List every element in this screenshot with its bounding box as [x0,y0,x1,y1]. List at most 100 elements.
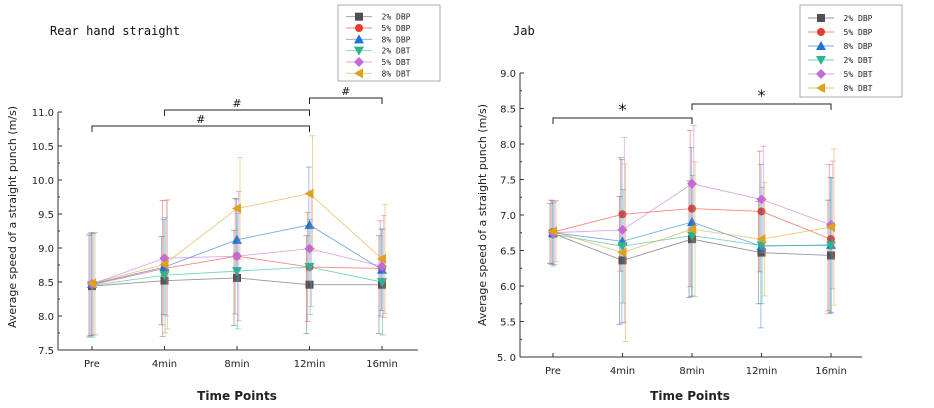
jab-x-tick-label: Pre [545,366,561,377]
rear-hand-yaxis-title: Average speed of a straight punch (m/s) [6,106,19,328]
jab-data-point [687,224,696,235]
jab-legend-label: 8% DBP [844,42,873,51]
jab-data-point [756,241,767,251]
rear-hand-data-point [377,253,386,264]
jab-legend-marker [817,28,825,36]
rear-hand-y-tick-label: 7.5 [38,346,54,357]
rear-hand-legend-marker [355,24,363,32]
rear-hand-legend-label: 8% DBT [382,69,411,78]
rear-hand-y-tick-label: 9.5 [38,210,54,221]
rear-hand-legend-marker [354,57,364,67]
jab-yaxis-title: Average speed of a straight punch (m/s) [476,104,489,326]
jab-legend-label: 2% DBT [844,56,873,65]
rear-hand-data-point [305,280,314,289]
jab-significance-bracket [691,103,832,110]
rear-hand-data-point [232,267,242,277]
rear-hand-x-tick-label: 4min [152,359,177,370]
jab-x-tick-label: 16min [815,366,847,377]
jab-data-point [617,224,628,235]
rear-hand-legend-marker [355,12,363,21]
jab-plot: 5. 0 5.5 6.0 6.5 7.0 7.5 8.0 8.5 9.0 Pre 4min 8min 1… [497,4,903,377]
jab-title: Jab [513,24,535,38]
rear-hand-significance-bracket [309,97,383,104]
jab-data-point [548,226,557,237]
jab-significance-label: * [619,100,627,119]
jab-data-point [617,247,627,258]
rear-hand-legend-label: 5% DBT [382,58,411,67]
rear-hand-xaxis-title: Time Points [197,389,277,403]
jab-y-tick-label: 7.5 [500,176,516,187]
jab-data-point [756,234,766,245]
rear-hand-y-tick-label: 9.0 [38,244,54,255]
jab-data-point [687,231,697,241]
rear-hand-y-tick-label: 10.0 [32,176,54,187]
jab-legend-marker [817,14,825,22]
rear-hand-x-tick-label: Pre [84,359,100,370]
rear-hand-data-point [159,259,169,270]
rear-hand-data-point [304,219,315,229]
rear-hand-y-tick-label: 11.0 [32,108,54,119]
rear-hand-x-tick-label: 16min [366,359,398,370]
rear-hand-x-tick-label: 12min [294,359,326,370]
jab-x-tick-label: 12min [746,366,778,377]
rear-hand-significance-bracket [164,109,310,116]
rear-hand-legend-label: 5% DBP [382,24,411,33]
jab-x-tick-label: 8min [679,366,704,377]
rear-hand-data-point [232,203,241,214]
rear-hand-data-point [233,273,241,282]
rear-hand-series-3 [87,212,387,338]
jab-series-3 [548,174,836,314]
rear-hand-significance-label: # [341,85,350,98]
rear-hand-legend-marker [354,34,364,44]
jab-series-5 [548,148,837,342]
rear-hand-plot: 7.5 8.0 8.5 9.0 9.5 10.0 10.5 11.0 Pre 4min 8min 12… [32,4,441,370]
rear-hand-data-point [160,276,169,285]
jab-significance-bracket [552,117,693,124]
jab-y-tick-label: 9.0 [500,69,516,80]
jab-y-tick-label: 8.0 [500,140,516,151]
jab-legend-label: 5% DBP [844,28,873,37]
jab-y-tick-label: 5.5 [500,318,516,329]
rear-hand-data-point [377,261,387,272]
rear-hand-y-tick-label: 8.5 [38,278,54,289]
jab-legend-label: 2% DBP [844,14,873,23]
rear-hand-legend-label: 8% DBP [382,35,411,44]
rear-hand-data-point [377,278,387,287]
jab-data-point [687,178,697,189]
jab-data-point [826,222,835,233]
jab-data-point [827,251,835,260]
rear-hand-series-5 [87,135,388,335]
jab-y-tick-label: 7.0 [500,211,516,222]
rear-hand-x-tick-label: 8min [224,359,249,370]
rear-hand-legend-marker [354,68,363,79]
rear-hand-data-point [304,188,314,199]
rear-hand-significance-bracket [91,125,310,132]
jab-legend: 2% DBP 5% DBP 8% DBP 2% DBT 5% DBT 8% DBT [799,4,903,98]
rear-hand-data-point [87,278,96,289]
jab-y-tick-label: 6.0 [500,282,516,293]
jab-x-tick-label: 4min [610,366,635,377]
jab-data-point [687,217,697,227]
jab-data-point [756,194,767,205]
rear-hand-panel: Rear hand straight Time Points Average s… [6,4,441,403]
rear-hand-title: Rear hand straight [50,24,180,38]
rear-hand-data-point [304,243,315,254]
rear-hand-data-point [159,271,170,281]
jab-y-tick-label: 8.5 [500,105,516,116]
jab-legend-marker [816,41,826,50]
rear-hand-significance-label: # [232,97,241,110]
jab-data-point [618,256,627,265]
jab-y-tick-label: 6.5 [500,247,516,258]
rear-hand-legend: 2% DBP 5% DBP 8% DBP 2% DBT 5% DBT 8% DBT [337,4,441,82]
jab-significance-label: * [758,86,766,105]
rear-hand-legend-label: 2% DBT [382,47,411,56]
jab-legend-label: 5% DBT [844,70,873,79]
jab-data-point [826,241,836,251]
rear-hand-y-tick-label: 10.5 [32,142,54,153]
jab-legend-label: 8% DBT [844,84,873,93]
rear-hand-data-point [304,263,315,273]
jab-xaxis-title: Time Points [650,389,730,403]
jab-y-tick-label: 5. 0 [497,353,516,364]
jab-data-point [617,242,628,252]
